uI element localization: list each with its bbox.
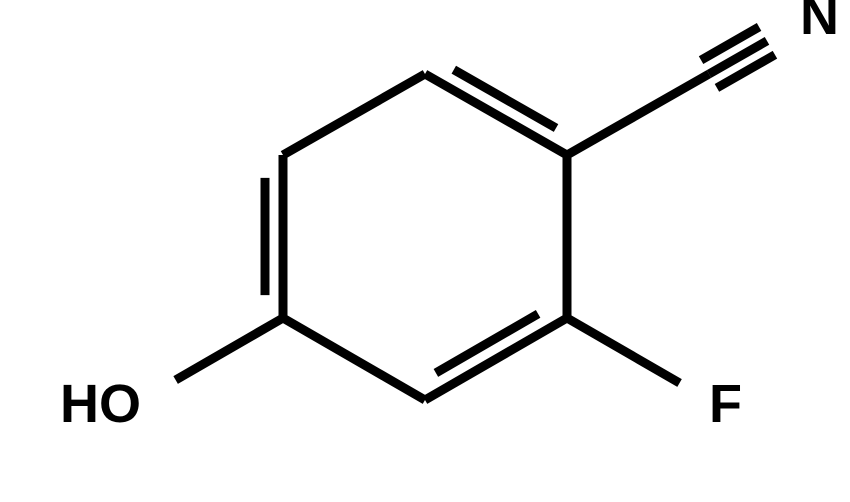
bond [567, 318, 680, 383]
bond [425, 74, 567, 155]
bond [283, 318, 425, 400]
bond [176, 318, 283, 380]
bond [567, 74, 709, 155]
bond [283, 74, 425, 155]
chemical-structure-diagram: N F HO [0, 0, 850, 502]
bond [425, 318, 567, 400]
atom-label-f: F [709, 374, 742, 434]
atom-label-oh: HO [60, 374, 141, 434]
atom-label-n: N [800, 0, 839, 46]
